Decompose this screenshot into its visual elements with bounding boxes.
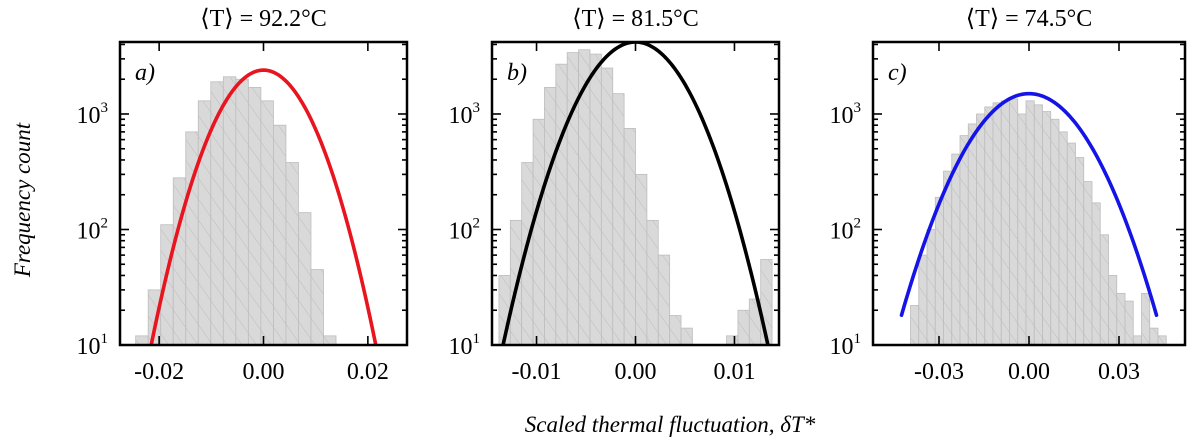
histogram-bar — [1017, 113, 1027, 345]
histogram-bar — [1124, 300, 1134, 345]
fit-curve — [501, 42, 770, 345]
panel-letter: b) — [507, 60, 527, 86]
histogram-bar — [273, 124, 287, 345]
histogram-bar — [1025, 100, 1035, 345]
histogram-bar — [1075, 157, 1085, 345]
x-tick-label: 0.00 — [243, 359, 285, 385]
y-tick-label: 102 — [830, 215, 862, 244]
histogram-bar — [222, 76, 237, 345]
histogram-bar — [926, 229, 936, 345]
histogram-bar — [951, 153, 961, 345]
histogram-bar — [726, 335, 739, 345]
histogram-bar — [612, 93, 625, 345]
histogram-bar — [737, 309, 750, 345]
chart-panel-1: 101 102 103 -0.02 0.00 0.02 ⟨T⟩ = 92.2°C a) — [77, 6, 409, 385]
histogram-bar — [1108, 275, 1118, 345]
histogram-bar — [1058, 131, 1068, 345]
x-tick-label: 0.00 — [615, 359, 657, 385]
y-tick-label: 103 — [449, 100, 481, 129]
histogram-bar — [967, 123, 977, 345]
histogram-bar — [1091, 202, 1101, 345]
histogram-bar — [1149, 327, 1159, 345]
fit-curve — [149, 68, 378, 345]
x-tick-label: 0.03 — [1098, 359, 1140, 385]
histogram-bar — [600, 67, 614, 345]
histogram-bar — [918, 254, 928, 345]
histogram-bar — [285, 162, 299, 345]
y-tick-label: 101 — [830, 331, 862, 360]
y-tick-label: 101 — [449, 331, 481, 360]
y-tick-label: 102 — [77, 215, 109, 244]
x-tick-label: 0.00 — [1008, 359, 1050, 385]
x-tick-label: -0.01 — [512, 359, 562, 385]
histogram-bar — [544, 86, 557, 345]
chart-panel-3: 101 102 103 -0.03 0.00 0.03 ⟨T⟩ = 74.5°C c) — [830, 6, 1187, 385]
histogram-bar — [260, 100, 274, 345]
histogram-bar — [1099, 234, 1109, 345]
histogram-bar — [1033, 104, 1043, 345]
plot-area — [498, 42, 773, 345]
histogram-bar — [1000, 100, 1010, 345]
histogram-bar — [298, 212, 312, 345]
x-tick-label: 0.01 — [713, 359, 755, 385]
histogram-bar — [532, 118, 545, 345]
histogram-bar — [1132, 335, 1142, 345]
plot-area — [899, 91, 1167, 345]
panel-title: ⟨T⟩ = 74.5°C — [966, 6, 1093, 32]
histogram-bar — [235, 78, 249, 345]
histogram-bar — [589, 53, 602, 345]
histogram-bar — [1050, 118, 1060, 345]
plot-area — [135, 68, 378, 345]
fit-curve — [899, 91, 1159, 317]
histogram-bar — [1066, 142, 1076, 345]
histogram-bar — [1141, 292, 1151, 345]
histogram-bar — [635, 173, 648, 345]
histogram-bar — [555, 63, 568, 345]
y-tick-label: 102 — [449, 215, 481, 244]
histogram-bar — [657, 254, 671, 345]
y-tick-label: 101 — [77, 331, 109, 360]
histogram-bar — [910, 305, 920, 345]
histogram-bar — [135, 335, 149, 345]
panel-title: ⟨T⟩ = 81.5°C — [572, 6, 699, 32]
panel-letter: a) — [135, 60, 155, 86]
histogram-bar — [943, 170, 953, 345]
histogram-bar — [959, 135, 969, 345]
histogram-bar — [669, 315, 682, 345]
histogram-bar — [566, 52, 579, 345]
histogram-bar — [310, 269, 324, 345]
histogram-bar — [646, 219, 659, 345]
panel-letter: c) — [888, 60, 907, 86]
y-tick-label: 103 — [830, 100, 862, 129]
panel-title: ⟨T⟩ = 92.2°C — [200, 6, 327, 32]
y-axis-label: Frequency count — [10, 122, 35, 278]
histogram-bar — [1116, 292, 1126, 345]
histogram-bar — [976, 113, 986, 345]
histogram-bar — [210, 81, 224, 345]
histogram-bar — [992, 102, 1002, 345]
histogram-bar — [1157, 335, 1167, 345]
histogram-bar — [934, 196, 944, 345]
histogram-bar — [680, 327, 693, 345]
histogram-bar — [1042, 111, 1052, 345]
histogram-bar — [247, 86, 262, 345]
x-tick-label: 0.02 — [347, 359, 389, 385]
x-axis-label: Scaled thermal fluctuation, δT* — [525, 412, 816, 437]
y-tick-label: 103 — [77, 100, 109, 129]
histogram-bar — [623, 128, 636, 345]
histogram-bar — [984, 106, 994, 345]
x-tick-label: -0.03 — [914, 359, 964, 385]
histogram-bar — [323, 335, 337, 345]
x-tick-label: -0.02 — [134, 359, 184, 385]
histogram-bar — [1083, 181, 1093, 345]
histogram-bar — [1009, 98, 1019, 345]
chart-panel-2: 101 102 103 -0.01 0.00 0.01 ⟨T⟩ = 81.5°C b) — [449, 6, 781, 385]
